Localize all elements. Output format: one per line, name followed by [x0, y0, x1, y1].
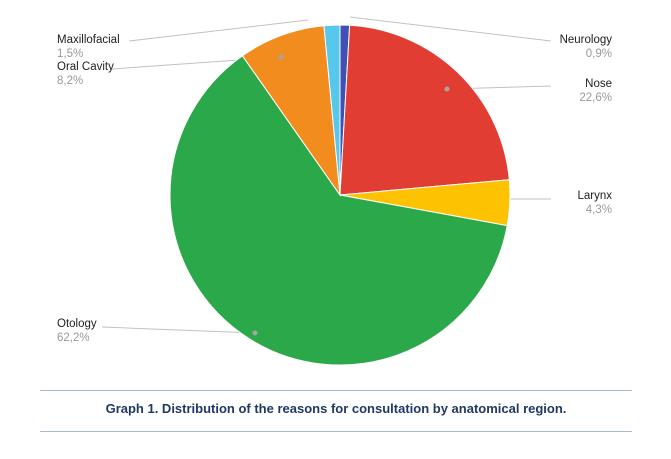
pie-slice-nose[interactable]: [339, 24, 510, 196]
slice-label-nose: Nose 22,6%: [579, 77, 612, 105]
slice-label-neurology: Neurology 0,9%: [560, 33, 612, 61]
pie-slice-oral-cavity[interactable]: [241, 25, 341, 197]
slice-label-oral-cavity: Oral Cavity 8,2%: [57, 60, 114, 88]
pie-slice-otology[interactable]: [169, 55, 508, 366]
slice-label-pct: 62,2%: [57, 332, 90, 344]
slice-label-name: Otology: [57, 318, 97, 330]
slice-label-pct: 4,3%: [585, 204, 612, 216]
slice-label-name: Nose: [585, 78, 612, 90]
pie-slices-group: [169, 24, 511, 366]
caption-rule-bottom: [40, 431, 632, 432]
figure-caption: Graph 1. Distribution of the reasons for…: [105, 401, 567, 416]
slice-label-pct: 0,9%: [585, 48, 612, 60]
slice-label-name: Maxillofacial: [57, 34, 120, 46]
anchor-dot-nose: [444, 86, 450, 92]
slice-label-name: Oral Cavity: [57, 61, 114, 73]
leader-line-otology: [101, 326, 256, 334]
anchor-dot-otology: [252, 330, 258, 336]
slice-label-maxillofacial: Maxillofacial 1,5%: [57, 33, 120, 61]
leader-line-neurology: [349, 16, 552, 42]
slice-label-pct: 1,5%: [57, 48, 84, 60]
slice-label-name: Larynx: [577, 190, 612, 202]
pie-slice-maxillofacial[interactable]: [323, 24, 341, 196]
anchor-dot-oral-cavity: [278, 54, 284, 60]
slice-label-name: Neurology: [559, 34, 612, 46]
leader-line-maxillofacial: [128, 19, 309, 42]
slice-label-larynx: Larynx 4,3%: [577, 189, 612, 217]
slice-label-pct: 22,6%: [579, 92, 612, 104]
slice-label-pct: 8,2%: [57, 75, 84, 87]
caption-rule-top: [40, 390, 632, 391]
slice-label-otology: Otology 62,2%: [57, 317, 97, 345]
